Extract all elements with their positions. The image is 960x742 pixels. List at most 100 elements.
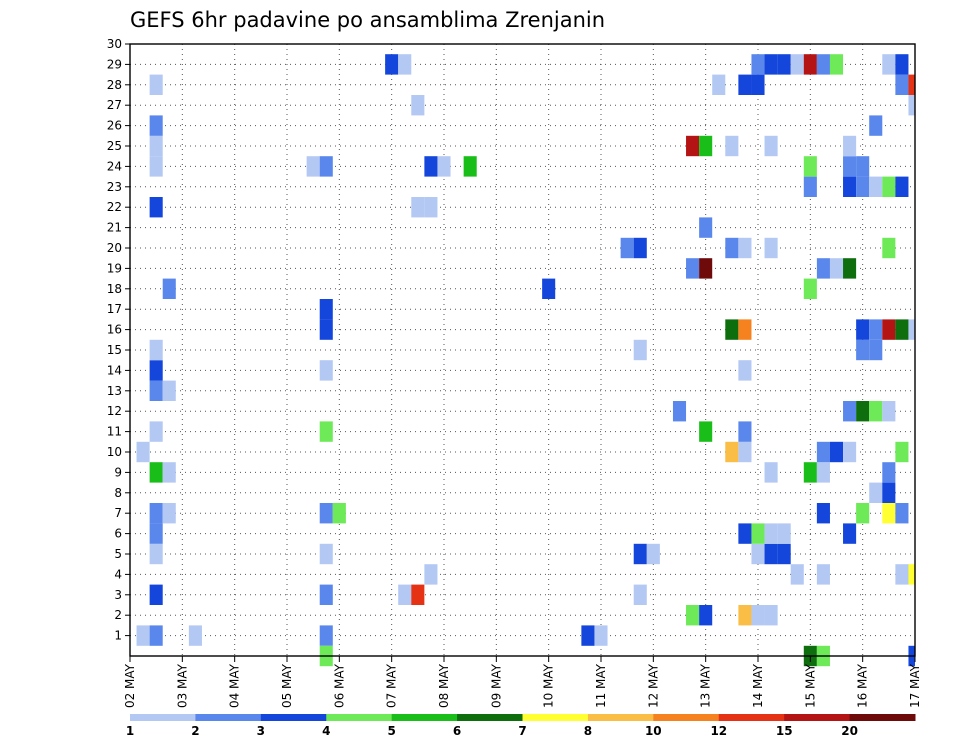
heatmap-cell xyxy=(738,74,752,95)
heatmap-cell xyxy=(882,54,896,75)
legend-label: 1 xyxy=(126,724,134,738)
heatmap-cell xyxy=(829,441,844,463)
heatmap-cell xyxy=(633,584,647,605)
x-tick-label: 14 MAY xyxy=(751,663,765,708)
heatmap-cell xyxy=(869,176,883,197)
y-tick-label: 19 xyxy=(107,261,122,275)
heatmap-cell xyxy=(319,543,333,565)
heatmap-cell xyxy=(306,156,320,177)
x-tick-label: 15 MAY xyxy=(803,663,817,708)
legend-swatch xyxy=(718,714,785,721)
heatmap-cell xyxy=(398,54,412,75)
heatmap-cell xyxy=(162,278,176,299)
heatmap-cell xyxy=(686,258,700,279)
y-tick-label: 28 xyxy=(107,78,122,92)
y-tick-label: 22 xyxy=(107,200,122,214)
heatmap-cell xyxy=(424,564,438,585)
heatmap-cell xyxy=(843,135,857,157)
heatmap-cell xyxy=(319,156,333,177)
heatmap-cell xyxy=(843,258,857,279)
heatmap-cell xyxy=(162,462,176,483)
heatmap-cell xyxy=(908,319,915,340)
heatmap-cell xyxy=(725,237,739,259)
heatmap-cell xyxy=(869,401,883,422)
x-tick-label: 12 MAY xyxy=(646,663,660,708)
heatmap-cell xyxy=(882,401,896,422)
heatmap-cell xyxy=(764,462,778,483)
heatmap-cell xyxy=(816,503,830,524)
y-tick-label: 3 xyxy=(114,588,122,602)
y-tick-label: 29 xyxy=(107,57,122,71)
heatmap-cell xyxy=(149,625,163,646)
heatmap-cell xyxy=(843,401,857,422)
heatmap-cell xyxy=(895,74,909,95)
heatmap-cell xyxy=(856,319,870,340)
legend-label: 4 xyxy=(322,724,330,738)
x-tick-label: 08 MAY xyxy=(437,663,451,708)
y-tick-label: 26 xyxy=(107,119,122,133)
heatmap-cell xyxy=(843,156,857,177)
heatmap-cell xyxy=(594,625,608,646)
heatmap-cell xyxy=(869,482,883,503)
heatmap-cell xyxy=(699,135,713,157)
heatmap-cell xyxy=(162,380,176,401)
heatmap-cell xyxy=(725,135,739,157)
heatmap-cell xyxy=(895,441,909,463)
heatmap-cell xyxy=(699,217,713,238)
legend-label: 20 xyxy=(841,724,858,738)
heatmap-cell xyxy=(136,625,150,646)
heatmap-cell xyxy=(319,360,333,381)
x-axis: 02 MAY 03 MAY 04 MAY 05 MAY 06 MAY 07 MAY 08 M… xyxy=(123,656,922,708)
heatmap-cell xyxy=(398,584,412,605)
heatmap-cell xyxy=(882,237,896,259)
y-tick-label: 5 xyxy=(114,547,122,561)
y-tick-label: 8 xyxy=(114,486,122,500)
x-tick-label: 10 MAY xyxy=(542,663,556,708)
heatmap-cell xyxy=(751,54,765,75)
heatmap-cell xyxy=(856,176,870,197)
heatmap-cell xyxy=(829,54,844,75)
legend-swatch xyxy=(260,714,327,721)
y-tick-label: 7 xyxy=(114,506,122,520)
x-tick-label: 17 MAY xyxy=(908,663,922,708)
legend-label: 10 xyxy=(645,724,662,738)
heatmap-cell xyxy=(777,523,791,544)
legend-label: 3 xyxy=(257,724,265,738)
heatmap-cell xyxy=(633,543,647,565)
heatmap-cell xyxy=(803,462,817,483)
heatmap-cell xyxy=(895,54,909,75)
heatmap-cell xyxy=(869,339,883,361)
heatmap-cell xyxy=(738,360,752,381)
y-axis: 1234567891011121314151617181920212223242… xyxy=(107,37,130,643)
heatmap-cell xyxy=(738,319,752,340)
heatmap-cell xyxy=(856,503,870,524)
heatmap-cell xyxy=(738,605,752,626)
heatmap-cell xyxy=(699,605,713,626)
y-tick-label: 20 xyxy=(107,241,122,255)
heatmap-cell xyxy=(764,135,778,157)
legend-label: 2 xyxy=(191,724,199,738)
heatmap-cell xyxy=(646,543,660,565)
x-tick-label: 11 MAY xyxy=(594,663,608,708)
x-tick-label: 02 MAY xyxy=(123,663,137,708)
heatmap-cell xyxy=(437,156,451,177)
heatmap-cell xyxy=(319,503,333,524)
heatmap-cell xyxy=(751,543,765,565)
y-tick-label: 13 xyxy=(107,384,122,398)
heatmap-cell xyxy=(882,462,896,483)
x-tick-label: 03 MAY xyxy=(175,663,189,708)
heatmap-cell xyxy=(620,237,634,259)
y-tick-label: 15 xyxy=(107,343,122,357)
heatmap-cell xyxy=(843,176,857,197)
heatmap-cell xyxy=(149,380,163,401)
heatmap-cell xyxy=(136,441,150,463)
x-tick-label: 09 MAY xyxy=(489,663,503,708)
heatmap-cell xyxy=(385,54,399,75)
heatmap-cell xyxy=(803,54,817,75)
heatmap-cell xyxy=(882,319,896,340)
y-tick-label: 24 xyxy=(107,159,122,173)
heatmap-cell xyxy=(869,319,883,340)
heatmap-cell xyxy=(149,584,163,605)
legend-swatch xyxy=(391,714,458,721)
heatmap-cell xyxy=(581,625,595,646)
